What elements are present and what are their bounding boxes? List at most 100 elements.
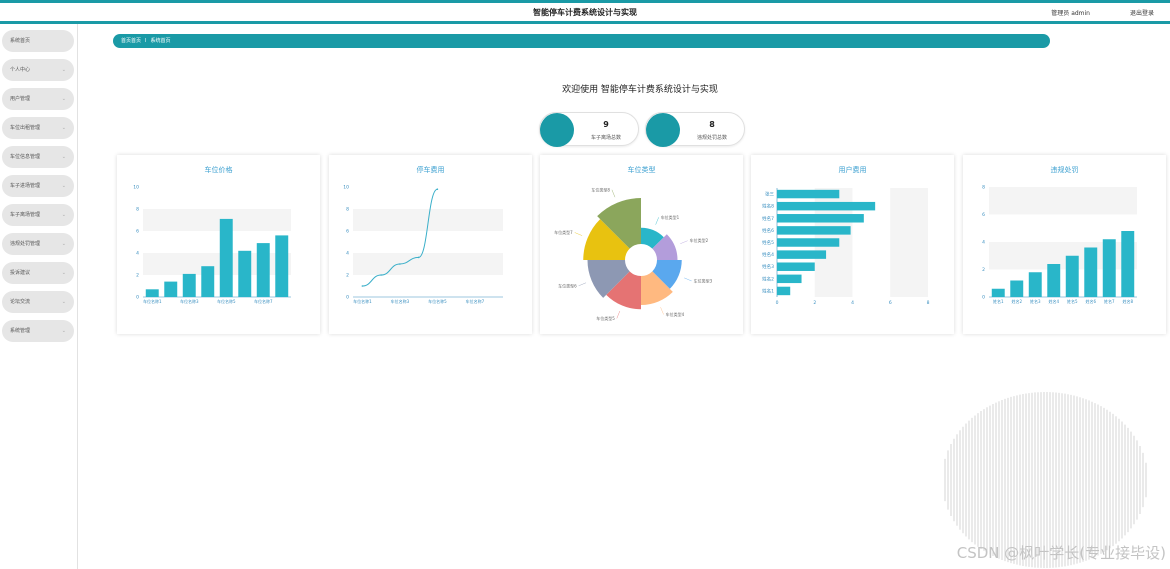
y-tick-label: 姓名8 xyxy=(762,203,774,210)
sidebar-item-label: 车子进场管理 xyxy=(10,183,41,189)
sidebar-item-8[interactable]: 违规处罚管理 ⌄ xyxy=(2,233,74,255)
slice-label: 车位类型1 xyxy=(661,214,680,220)
grid-band xyxy=(353,253,503,275)
pie-slice xyxy=(583,219,630,260)
x-tick-label: 姓名4 xyxy=(1048,298,1059,304)
x-tick-label: 姓名6 xyxy=(1085,298,1096,304)
chevron-down-icon: ⌄ xyxy=(61,67,66,73)
slice-label: 车位类型6 xyxy=(558,282,577,288)
x-tick-label: 车位名称7 xyxy=(254,298,273,304)
stat-value: 8 xyxy=(709,120,715,129)
breadcrumb-home[interactable]: 首页首页 xyxy=(121,38,142,44)
slice-leader-line xyxy=(660,307,664,315)
bar xyxy=(777,250,827,259)
y-tick-label: 姓名5 xyxy=(762,239,774,246)
slice-leader-line xyxy=(655,217,659,225)
stat-circle-icon xyxy=(540,113,574,147)
chart-title: 停车费用 xyxy=(416,166,445,174)
chart-title: 违规处罚 xyxy=(1050,166,1079,174)
pie-slice xyxy=(652,260,682,289)
y-tick-label: 6 xyxy=(346,229,349,235)
app-title: 智能停车计费系统设计与实现 xyxy=(533,8,637,17)
watermark: CSDN @枫叶学长(专业接毕设) xyxy=(956,544,1166,562)
bar xyxy=(164,281,178,297)
bar xyxy=(777,201,876,211)
y-tick-label: 0 xyxy=(982,295,985,301)
grid-band xyxy=(989,187,1137,215)
sidebar-item-label: 车子离场管理 xyxy=(10,212,41,218)
bar xyxy=(201,266,215,297)
x-tick-label: 4 xyxy=(851,300,854,306)
chevron-down-icon: ⌄ xyxy=(61,241,66,247)
sidebar-item-2[interactable]: 个人中心 ⌄ xyxy=(2,59,74,81)
y-tick-label: 姓名4 xyxy=(762,251,774,258)
y-tick-label: 6 xyxy=(136,229,139,235)
bar xyxy=(1121,231,1135,297)
chart-card-user-fee: 用户费用 0 2 4 6 8 张三 姓名8 姓名7 姓名6 姓名5 姓名4 姓名3 姓名2 姓名1 xyxy=(751,155,954,334)
sidebar-item-label: 系统管理 xyxy=(10,328,31,334)
logout-link[interactable]: 退出登录 xyxy=(1129,10,1154,17)
chevron-down-icon: ⌄ xyxy=(61,299,66,305)
pie-slice xyxy=(652,234,678,260)
data-point xyxy=(417,256,420,259)
y-tick-label: 8 xyxy=(136,207,139,213)
slice-leader-line xyxy=(611,189,616,198)
y-tick-label: 4 xyxy=(982,240,985,246)
y-tick-label: 姓名6 xyxy=(762,227,774,234)
sidebar-item-11[interactable]: 系统管理 ⌄ xyxy=(2,320,74,342)
chart-title: 车位价格 xyxy=(204,166,233,174)
sidebar-item-10[interactable]: 论坛交流 ⌄ xyxy=(2,291,74,313)
y-tick-label: 4 xyxy=(346,251,349,257)
chevron-down-icon: ⌄ xyxy=(61,212,66,218)
bar xyxy=(182,273,196,297)
x-tick-label: 姓名8 xyxy=(1122,298,1133,304)
pie-slice xyxy=(606,271,641,310)
slice-label: 车位类型3 xyxy=(694,277,713,283)
sidebar-item-6[interactable]: 车子进场管理 ⌄ xyxy=(2,175,74,197)
x-tick-label: 姓名1 xyxy=(993,298,1004,304)
chart-title: 车位类型 xyxy=(627,166,656,174)
slice-leader-line xyxy=(684,277,692,282)
bar xyxy=(991,288,1005,297)
sidebar-item-3[interactable]: 用户管理 ⌄ xyxy=(2,88,74,110)
sidebar-item-5[interactable]: 车位信息管理 ⌄ xyxy=(2,146,74,168)
bar xyxy=(1047,264,1061,297)
x-tick-label: 车位名称3 xyxy=(180,298,199,304)
x-tick-label: 姓名5 xyxy=(1067,298,1078,304)
data-point xyxy=(380,274,382,276)
x-tick-label: 8 xyxy=(927,300,930,306)
sidebar-item-1[interactable]: 系统首页 xyxy=(2,30,74,52)
chart-card-fee: 停车费用 0 2 4 6 8 10 车位名称1 车位名称3 车位名称5 车位名称7 xyxy=(329,155,532,334)
pie-slice xyxy=(597,198,641,249)
sidebar-item-label: 个人中心 xyxy=(10,67,31,73)
bar xyxy=(145,289,159,297)
chevron-down-icon: ⌄ xyxy=(61,328,66,334)
stat-label: 车子离场总数 xyxy=(590,135,621,141)
chevron-down-icon: ⌄ xyxy=(61,183,66,189)
stat-card-penalty: 8 违规处罚总数 xyxy=(645,112,745,147)
grid-band xyxy=(143,209,291,231)
y-tick-label: 2 xyxy=(136,273,139,279)
y-tick-label: 2 xyxy=(982,267,985,273)
decorative-globe xyxy=(944,392,1147,568)
sidebar-item-label: 论坛交流 xyxy=(10,299,31,305)
breadcrumb: 首页首页 I 系统首页 xyxy=(113,34,1050,48)
chart-title: 用户费用 xyxy=(838,166,867,174)
breadcrumb-separator: I xyxy=(145,38,147,44)
sidebar: 系统首页 个人中心 ⌄ 用户管理 ⌄ 车位出租管理 ⌄ 车位信息管理 ⌄ 车子进场管理 ⌄ 车子离场管… xyxy=(0,24,78,569)
slice-leader-line xyxy=(680,240,688,244)
header-accent-bar xyxy=(0,21,1170,24)
sidebar-item-label: 违规处罚管理 xyxy=(10,241,41,247)
sidebar-item-label: 车位信息管理 xyxy=(10,154,41,160)
sidebar-item-9[interactable]: 投诉建议 ⌄ xyxy=(2,262,74,284)
y-tick-label: 姓名7 xyxy=(762,215,774,222)
y-tick-label: 4 xyxy=(136,251,139,257)
y-tick-label: 姓名3 xyxy=(762,263,774,270)
sidebar-item-4[interactable]: 车位出租管理 ⌄ xyxy=(2,117,74,139)
chart-card-price: 车位价格 0 2 4 6 8 10 车位名称1 车位名称3 车位名称5 车位名称7 xyxy=(117,155,320,334)
slice-label: 车位类型2 xyxy=(690,237,709,243)
sidebar-item-label: 投诉建议 xyxy=(10,270,31,276)
welcome-title: 欢迎使用 智能停车计费系统设计与实现 xyxy=(562,85,718,95)
slice-label: 车位类型4 xyxy=(666,311,685,317)
sidebar-item-7[interactable]: 车子离场管理 ⌄ xyxy=(2,204,74,226)
